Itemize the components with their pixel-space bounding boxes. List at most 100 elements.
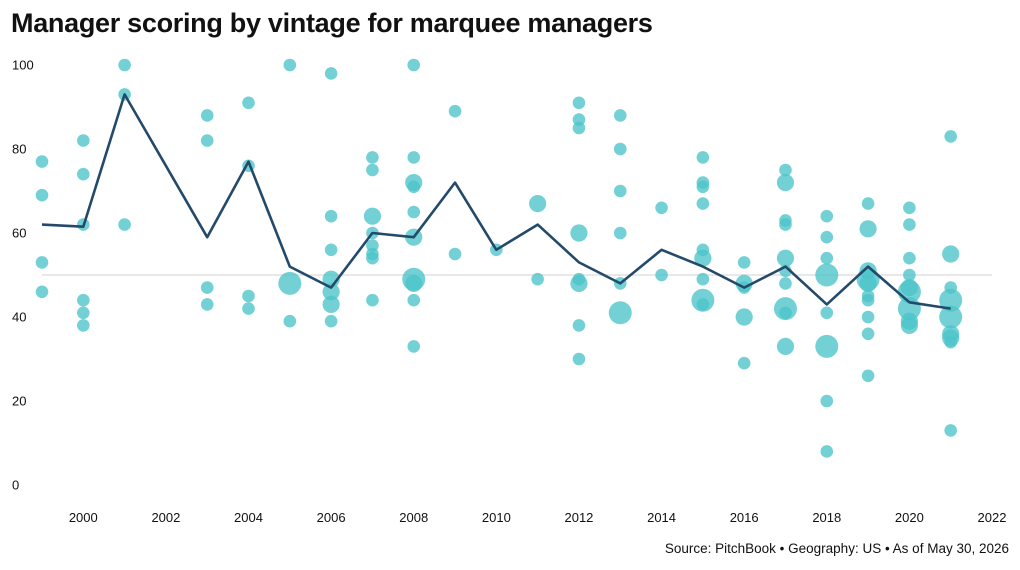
- scatter-point: [531, 272, 544, 286]
- scatter-layer: [35, 58, 963, 458]
- scatter-point: [776, 337, 795, 355]
- scatter-point: [655, 201, 668, 215]
- scatter-point: [35, 285, 49, 299]
- scatter-point: [363, 207, 382, 225]
- scatter-point: [942, 245, 960, 263]
- scatter-point: [283, 314, 297, 328]
- scatter-point: [820, 209, 834, 223]
- scatter-point: [570, 224, 588, 242]
- scatter-point: [570, 274, 588, 292]
- scatter-point: [861, 293, 875, 307]
- scatter-point: [776, 174, 795, 192]
- scatter-point: [903, 251, 916, 265]
- x-tick-label: 2012: [564, 510, 593, 525]
- scatter-point: [407, 58, 421, 72]
- scatter-point: [613, 184, 627, 198]
- scatter-point: [613, 142, 627, 156]
- scatter-point: [737, 356, 751, 370]
- scatter-point: [407, 293, 421, 307]
- scatter-point: [779, 218, 792, 231]
- scatter-point: [366, 251, 379, 265]
- y-tick-label: 80: [12, 142, 26, 157]
- scatter-point: [448, 104, 462, 118]
- x-axis: 2000 2002 2004 2006 2008 2010 2012 2014 2016 2018…: [69, 510, 1007, 525]
- chart-title: Manager scoring by vintage for marquee m…: [11, 8, 653, 38]
- scatter-point: [696, 180, 710, 194]
- scatter-point: [242, 302, 255, 315]
- scatter-point: [944, 335, 957, 349]
- scatter-point: [407, 180, 421, 194]
- scatter-point: [861, 327, 875, 341]
- scatter-point: [939, 288, 963, 312]
- y-tick-label: 60: [12, 226, 26, 241]
- scatter-point: [861, 369, 875, 383]
- scatter-point: [407, 205, 421, 219]
- scatter-point: [735, 308, 753, 326]
- scatter-point: [242, 96, 255, 110]
- scatter-point: [278, 271, 302, 295]
- x-tick-label: 2000: [69, 510, 98, 525]
- y-axis: 0 20 40 60 80 100: [12, 58, 34, 493]
- scatter-point: [35, 256, 49, 269]
- scatter-point: [572, 121, 586, 135]
- scatter-point: [608, 301, 632, 325]
- scatter-point: [407, 151, 421, 164]
- y-tick-label: 0: [12, 478, 19, 493]
- scatter-point: [324, 243, 338, 257]
- scatter-point: [815, 263, 839, 287]
- scatter-point: [324, 314, 338, 328]
- x-tick-label: 2010: [482, 510, 511, 525]
- scatter-point: [900, 316, 918, 334]
- scatter-point: [324, 67, 338, 80]
- scatter-point: [324, 209, 338, 223]
- average-line-layer: [41, 93, 951, 310]
- scatter-point: [696, 272, 710, 286]
- scatter-point: [35, 188, 49, 202]
- scatter-point: [737, 256, 751, 269]
- scatter-point: [448, 247, 462, 261]
- scatter-point: [77, 293, 90, 307]
- scatter-point: [613, 226, 627, 240]
- scatter-point: [407, 340, 421, 353]
- scatter-point: [77, 167, 90, 181]
- x-tick-label: 2018: [812, 510, 841, 525]
- scatter-point: [779, 306, 792, 320]
- scatter-point: [200, 298, 214, 311]
- x-tick-label: 2002: [151, 510, 180, 525]
- scatter-point: [859, 274, 877, 292]
- scatter-point: [815, 334, 839, 358]
- y-tick-label: 40: [12, 310, 26, 325]
- scatter-point: [77, 319, 90, 332]
- scatter-point: [200, 109, 214, 122]
- scatter-point: [572, 352, 586, 366]
- scatter-point: [322, 283, 340, 301]
- scatter-point: [118, 58, 131, 72]
- scatter-point: [77, 134, 90, 147]
- scatter-point: [405, 274, 423, 292]
- scatter-point: [200, 134, 214, 147]
- scatter-point: [903, 268, 916, 282]
- scatter-point: [655, 268, 668, 282]
- scatter-point: [820, 306, 834, 320]
- y-tick-label: 20: [12, 394, 26, 409]
- scatter-point: [366, 163, 379, 177]
- scatter-point: [820, 251, 834, 265]
- scatter-point: [939, 305, 963, 329]
- scatter-point: [118, 218, 131, 231]
- scatter-point: [944, 130, 957, 143]
- x-tick-label: 2016: [730, 510, 759, 525]
- scatter-point: [283, 58, 297, 72]
- scatter-point: [903, 218, 916, 231]
- scatter-point: [859, 220, 877, 238]
- scatter-point: [242, 289, 255, 303]
- scatter-point: [35, 155, 49, 168]
- scatter-point: [572, 96, 586, 110]
- scatter-point: [366, 293, 379, 307]
- scatter-point: [322, 295, 340, 313]
- scatter-point: [696, 151, 710, 164]
- scatter-point: [861, 197, 875, 210]
- x-tick-label: 2014: [647, 510, 676, 525]
- scatter-point: [779, 163, 792, 177]
- scatter-point: [200, 281, 214, 294]
- y-tick-label: 100: [12, 58, 34, 73]
